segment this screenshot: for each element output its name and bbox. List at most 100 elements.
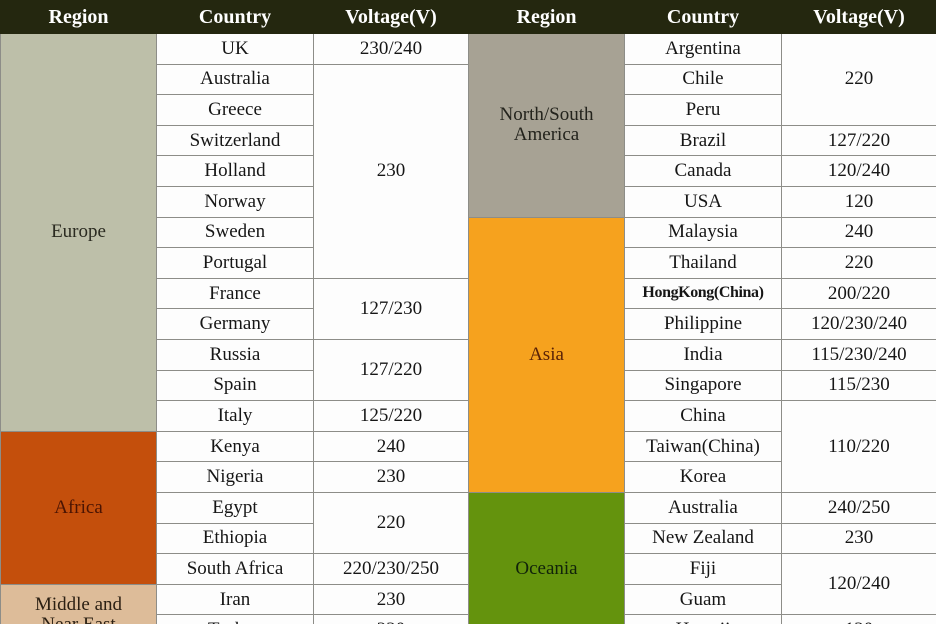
country-cell: Spain [156, 369, 314, 402]
table-row: USA 120 [469, 185, 936, 218]
country-cell: HongKong(China) [624, 277, 782, 310]
voltage-table-right: Region Country Voltage(V) North/South Ame… [468, 0, 936, 624]
voltage-cell: 127/220 [313, 338, 469, 402]
table-row: Guam [469, 583, 936, 616]
table-row: Korea [469, 461, 936, 493]
country-cell: Russia [156, 338, 314, 371]
voltage-cell: 230 [313, 461, 469, 493]
table-row: Egypt 220 [1, 491, 469, 555]
table-row: Norway [1, 185, 469, 218]
table-row: Italy 125/220 [1, 400, 469, 432]
table-row: Portugal [1, 247, 469, 279]
country-cell: Germany [156, 308, 314, 340]
voltage-cell: 120 [781, 185, 936, 218]
country-cell: Argentina [624, 33, 782, 65]
country-cell: Canada [624, 155, 782, 187]
region-cell-americas: North/South America [468, 33, 625, 218]
table-row: Oceania Australia 240/250 [468, 491, 936, 624]
table-row: Singapore 115/230 [469, 369, 936, 402]
country-cell: Nigeria [156, 461, 314, 493]
country-cell: UK [156, 33, 314, 65]
table-header-left: Region Country Voltage(V) [0, 0, 469, 34]
header-region: Region [0, 0, 157, 34]
country-cell: Taiwan(China) [624, 430, 782, 463]
table-row: Holland [1, 155, 469, 187]
voltage-cell: 230 [313, 583, 469, 616]
table-row: Turkey220 [1, 614, 469, 624]
table-row: Philippine 120/230/240 [469, 308, 936, 340]
country-cell: Australia [156, 63, 314, 96]
header-region: Region [468, 0, 625, 34]
voltage-cell: 110/220 [781, 400, 936, 493]
region-cell-oceania: Oceania [468, 491, 625, 624]
voltage-cell: 220 [781, 33, 936, 126]
country-cell: Sweden [156, 216, 314, 249]
country-cell: Peru [624, 94, 782, 126]
table-row: North/South America Argentina 220 [468, 33, 936, 218]
voltage-cell: 120/240 [781, 553, 936, 616]
region-label-line2: Near East [2, 614, 156, 624]
table-row: Germany [1, 308, 469, 340]
country-cell: Philippine [624, 308, 782, 340]
country-cell: Holland [156, 155, 314, 187]
table-row: Russia 127/220 [1, 338, 469, 402]
country-cell: Iran [156, 583, 314, 616]
voltage-cell: 230 [313, 63, 469, 279]
voltage-cell: 127/230 [313, 277, 469, 340]
region-cell-asia: Asia [468, 216, 625, 493]
table-row: Brazil 127/220 [469, 124, 936, 157]
country-cell: Kenya [156, 430, 314, 463]
country-cell: Ethiopia [156, 522, 314, 555]
voltage-cell: 220 [313, 491, 469, 555]
table-body-left: Europe UK 230/240 Australia 230 Greece Switzer… [0, 33, 469, 624]
header-country: Country [624, 0, 782, 34]
table-row: Hawaii120 [469, 614, 936, 624]
region-label-line2: America [513, 124, 580, 146]
country-cell: Greece [156, 94, 314, 126]
region-cell-europe: Europe [0, 33, 157, 432]
voltage-cell: 120 [781, 614, 936, 624]
table-row: India 115/230/240 [469, 338, 936, 371]
table-row: Africa Kenya 240 [0, 430, 469, 585]
voltage-cell: 240 [781, 216, 936, 249]
voltage-cell: 230/240 [313, 33, 469, 65]
voltage-table-left: Region Country Voltage(V) Europe UK 230/24… [0, 0, 469, 624]
country-cell: South Africa [156, 553, 314, 585]
country-cell: Egypt [156, 491, 314, 524]
table-row: Switzerland [1, 124, 469, 157]
country-cell: China [624, 400, 782, 432]
voltage-cell: 120/230/240 [781, 308, 936, 340]
country-cell: Singapore [624, 369, 782, 402]
voltage-cell: 115/230 [781, 369, 936, 402]
table-row: Thailand 220 [469, 247, 936, 279]
voltage-cell: 220 [781, 247, 936, 279]
table-row: France 127/230 [1, 277, 469, 340]
voltage-cell: 220/230/250 [313, 553, 469, 585]
table-row: Europe UK 230/240 [0, 33, 469, 432]
country-cell: Portugal [156, 247, 314, 279]
header-row: Region Country Voltage(V) [0, 0, 469, 34]
region-cell-africa: Africa [0, 430, 157, 585]
region-label-line1: Middle and [34, 593, 123, 615]
left-half: Region Country Voltage(V) Europe UK 230/24… [0, 0, 469, 624]
country-cell: Turkey [156, 614, 314, 624]
table-row: Peru [469, 94, 936, 126]
country-cell: Brazil [624, 124, 782, 157]
country-cell: Switzerland [156, 124, 314, 157]
table-row: Asia Malaysia 240 [468, 216, 936, 493]
country-cell: Hawaii [624, 614, 782, 624]
table-row: China 110/220 [469, 400, 936, 493]
table-body-right: North/South America Argentina 220 Chile Peru B… [468, 33, 936, 624]
header-voltage: Voltage(V) [781, 0, 936, 34]
voltage-cell: 120/240 [781, 155, 936, 187]
country-cell: Malaysia [624, 216, 782, 249]
voltage-cell: 200/220 [781, 277, 936, 310]
header-row: Region Country Voltage(V) [468, 0, 936, 34]
country-cell: Italy [156, 400, 314, 432]
table-row: Middle andNear EastIran230 [0, 583, 469, 624]
table-row: Ethiopia [1, 522, 469, 555]
table-row: New Zealand 230 [469, 522, 936, 555]
table-row: Canada 120/240 [469, 155, 936, 187]
table-row: Spain [1, 369, 469, 402]
region-cell-mideast: Middle andNear East [0, 583, 157, 624]
